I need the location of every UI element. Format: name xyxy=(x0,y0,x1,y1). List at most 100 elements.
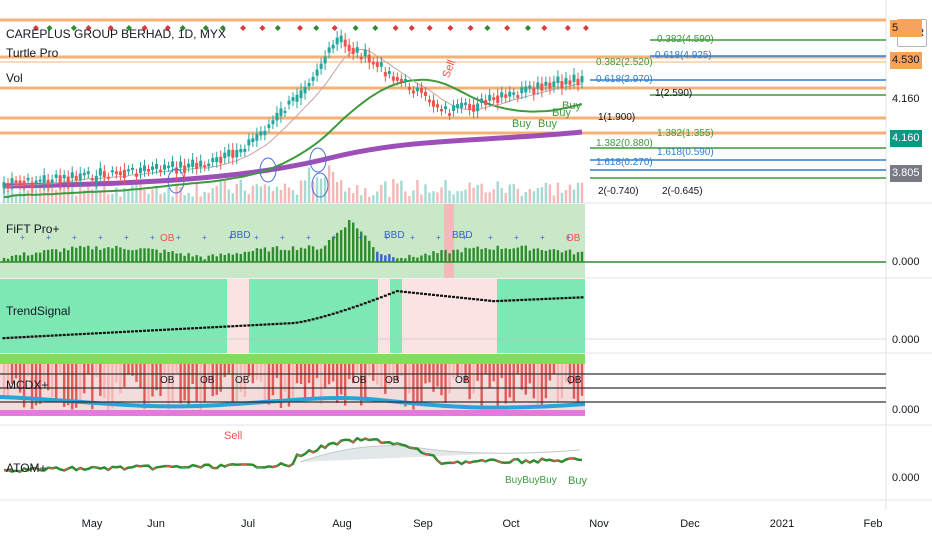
fift-bar xyxy=(384,255,387,262)
fift-bar xyxy=(271,247,275,262)
indicator-vol[interactable]: Vol xyxy=(6,71,23,85)
mcdx-bar xyxy=(412,364,415,410)
candle-body xyxy=(191,159,195,167)
mcdx-bar xyxy=(576,364,580,403)
trend-dot xyxy=(215,325,219,329)
fift-bar xyxy=(500,248,503,262)
fift-bar xyxy=(484,248,487,262)
fift-bar xyxy=(175,253,178,262)
trend-dot xyxy=(18,336,22,339)
mcdx-bar xyxy=(400,364,403,377)
fift-bar xyxy=(352,222,355,262)
indicator-turtle-pro[interactable]: Turtle Pro xyxy=(6,46,59,60)
fift-bar xyxy=(231,254,234,262)
candle-body xyxy=(155,163,159,169)
candle-body xyxy=(379,62,383,67)
pane-title-atom[interactable]: ATOM+ xyxy=(6,461,47,475)
candle-body xyxy=(295,94,299,102)
volume-bar xyxy=(203,191,206,203)
mcdx-bar xyxy=(331,364,335,382)
trend-dot xyxy=(315,317,319,320)
volume-bar xyxy=(564,190,568,203)
mcdx-bar xyxy=(26,364,30,377)
candle-body xyxy=(151,166,155,170)
candle-body xyxy=(572,74,576,82)
candle-body xyxy=(235,149,239,158)
mcdx-bar xyxy=(364,364,367,401)
mcdx-bar xyxy=(235,364,239,405)
trend-dot xyxy=(78,333,82,336)
volume-bar xyxy=(231,193,234,203)
trend-dot xyxy=(26,335,30,338)
volume-bar xyxy=(95,184,98,203)
fift-plus-marker: + xyxy=(280,233,285,242)
trend-dot xyxy=(267,323,271,326)
pane-title-mcdx[interactable]: MCDX+ xyxy=(6,378,49,392)
trend-dot xyxy=(2,337,6,340)
candle-body xyxy=(34,180,38,185)
pane-title-fift[interactable]: FiFT Pro+ xyxy=(6,222,60,236)
candle-body xyxy=(568,80,572,85)
volume-bar xyxy=(54,189,58,203)
candle-body xyxy=(243,148,247,152)
fift-bar xyxy=(227,253,230,262)
mcdx-bar xyxy=(416,364,419,404)
trend-dot xyxy=(231,325,235,328)
mcdx-bar xyxy=(524,364,528,395)
mcdx-ob-label-2: OB xyxy=(200,375,215,386)
candle-body xyxy=(114,171,118,175)
candle-body xyxy=(247,139,251,146)
volume-bar xyxy=(552,195,556,203)
candle-body xyxy=(275,112,279,121)
trend-dot xyxy=(34,335,38,338)
fift-bar xyxy=(275,246,279,262)
candle-body xyxy=(464,102,468,106)
candle-body xyxy=(335,37,339,45)
candle-body xyxy=(427,99,431,103)
fift-bar xyxy=(215,256,218,262)
candle-body xyxy=(536,82,540,89)
volume-bar xyxy=(119,196,122,203)
fift-bar xyxy=(307,245,311,262)
trend-dot xyxy=(159,328,163,332)
fift-bar xyxy=(63,248,66,262)
signal-diamond xyxy=(259,25,266,31)
fift-bar xyxy=(440,250,443,262)
mcdx-bar xyxy=(556,364,560,402)
volume-bar xyxy=(18,191,22,203)
fift-bar xyxy=(71,246,74,262)
candle-body xyxy=(319,63,323,69)
mcdx-bar xyxy=(512,364,515,402)
mcdx-bar xyxy=(211,364,214,397)
volume-bar xyxy=(432,191,435,203)
mcdx-bar xyxy=(263,364,267,400)
trend-dot xyxy=(155,329,159,332)
signal-diamond xyxy=(219,25,226,31)
trend-dot xyxy=(142,329,146,332)
fift-plus-marker: + xyxy=(254,233,259,242)
volume-bar xyxy=(235,183,239,203)
mcdx-bar xyxy=(18,364,22,393)
fift-plus-marker: + xyxy=(410,233,415,242)
volume-bar xyxy=(436,192,439,203)
trend-dot xyxy=(14,336,18,339)
candle-body xyxy=(476,103,480,112)
trend-dot xyxy=(395,290,399,293)
mcdx-bar xyxy=(67,364,70,406)
candle-body xyxy=(371,61,375,65)
fib-label-black-1: 1(2.590) xyxy=(655,88,693,99)
candle-body xyxy=(86,171,90,175)
mcdx-ob-label-3: OB xyxy=(235,375,250,386)
pane-title-trendsignal[interactable]: TrendSignal xyxy=(6,304,71,318)
fift-bar xyxy=(580,251,584,262)
orange-level-line xyxy=(0,86,886,90)
volume-bar xyxy=(159,194,162,203)
trend-dot xyxy=(556,297,560,300)
fift-bar xyxy=(528,250,532,262)
trend-dot xyxy=(427,293,431,296)
volume-bar xyxy=(147,193,150,203)
trend-dot xyxy=(460,296,464,299)
volume-bar xyxy=(179,187,182,203)
volume-bar xyxy=(420,194,423,203)
